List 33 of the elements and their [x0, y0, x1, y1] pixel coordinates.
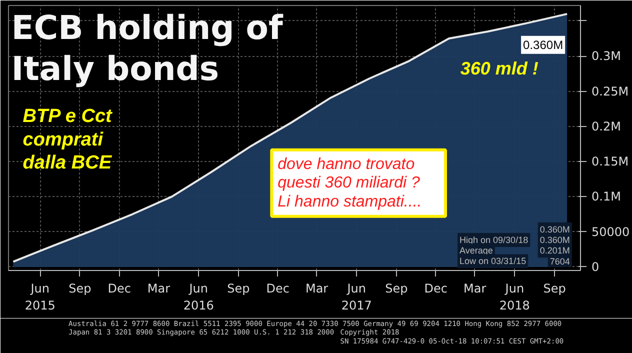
- x-tick-label: Sep: [543, 282, 566, 296]
- x-tick-label: Mar: [147, 282, 170, 296]
- annotation: 7604: [550, 256, 570, 267]
- x-tick-label: Mar: [464, 282, 486, 296]
- y-tick-label: 0.25M: [592, 84, 629, 98]
- x-tick-label: Sep: [385, 282, 408, 296]
- x-tick-label: Jun 2017: [341, 282, 372, 312]
- annotation: Average: [460, 246, 493, 256]
- annotation: 360 mld !: [460, 58, 538, 78]
- x-tick-label: Mar: [305, 282, 328, 296]
- x-tick-label: Jun 2016: [183, 282, 214, 312]
- x-tick-label: Dec: [108, 282, 131, 296]
- y-tick-label: 0.3M: [592, 49, 621, 64]
- annotation: High on 09/30/18: [460, 235, 528, 246]
- x-tick-label: Jun 2018: [499, 282, 530, 312]
- annotation: 0.360M: [540, 224, 570, 234]
- y-tick-label: 50000: [592, 224, 630, 239]
- annotation: BTP e Cct comprati dalla BCE: [22, 106, 113, 174]
- annotation: Low on 03/31/15: [460, 256, 526, 266]
- x-tick-label: Jun 2015: [24, 282, 56, 312]
- x-tick-label: Sep: [227, 282, 250, 296]
- y-tick-label: 0.1M: [592, 190, 621, 204]
- annotation: dove hanno trovato questi 360 miliardi ? Li hanno stampati....: [278, 156, 422, 210]
- annotation: 0.201M: [540, 246, 570, 256]
- y-tick-label: 0.15M: [592, 154, 629, 169]
- x-tick-label: Sep: [68, 282, 92, 296]
- x-tick-label: Dec: [424, 282, 448, 296]
- text: ECB holding of Italy bonds: [11, 8, 284, 88]
- y-tick-label: 0.2M: [592, 119, 621, 134]
- annotation: 0.360M: [523, 38, 564, 52]
- annotation: 0.360M: [540, 235, 570, 246]
- x-tick-label: Dec: [266, 282, 290, 296]
- y-tick-label: 0: [592, 260, 600, 274]
